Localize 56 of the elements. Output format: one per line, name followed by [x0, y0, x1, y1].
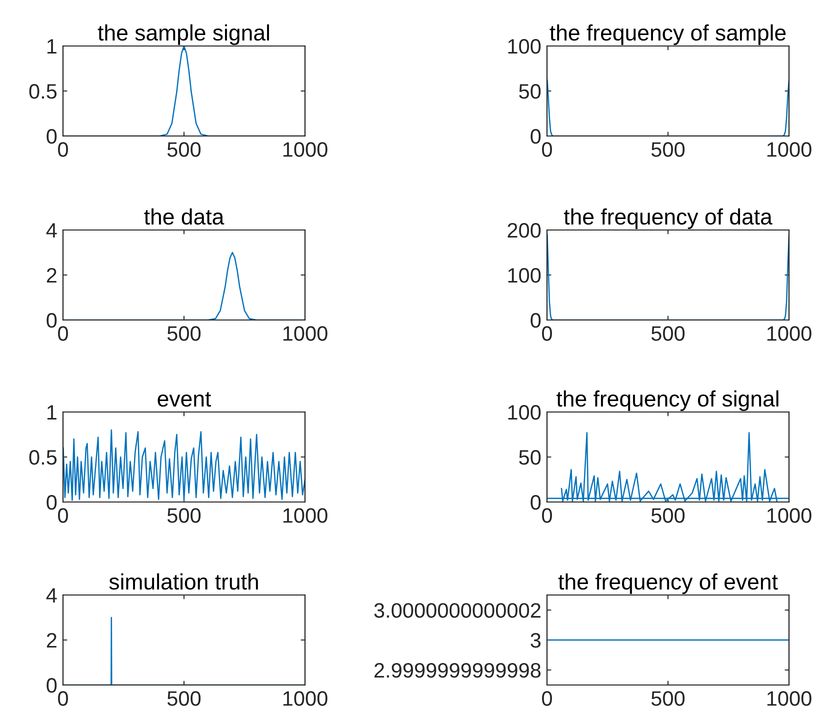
x-tick-label: 500 [651, 142, 685, 157]
x-tick-label: 500 [167, 326, 201, 341]
chart-title: the frequency of event [558, 573, 778, 594]
y-tick-label: 2.9999999999998 [374, 662, 541, 678]
chart-title: the sample signal [98, 24, 269, 46]
x-tick-label: 500 [651, 691, 685, 706]
x-tick-label: 0 [58, 142, 68, 157]
x-tick-label: 1000 [283, 691, 328, 706]
x-tick-label: 1000 [283, 326, 328, 341]
y-tick-label: 0 [530, 495, 541, 510]
x-tick-label: 0 [58, 691, 68, 706]
y-tick-label: 100 [508, 39, 541, 54]
x-tick-label: 0 [542, 691, 552, 706]
y-tick-label: 100 [508, 405, 541, 420]
y-tick-label: 200 [508, 223, 541, 238]
y-tick-label: 0 [46, 495, 57, 510]
chart-title: the frequency of signal [556, 390, 778, 412]
y-tick-label: 0.5 [29, 450, 57, 465]
chart-title: the frequency of sample [550, 24, 786, 46]
y-tick-label: 3.0000000000002 [374, 603, 540, 618]
x-tick-label: 0 [542, 508, 552, 523]
x-tick-label: 1000 [767, 326, 812, 341]
x-tick-label: 1000 [767, 691, 812, 706]
x-tick-label: 500 [651, 326, 685, 341]
chart-title: the frequency of data [564, 208, 772, 230]
x-tick-label: 500 [167, 508, 201, 523]
y-tick-label: 0 [530, 313, 541, 328]
y-tick-label: 50 [519, 450, 541, 465]
y-tick-label: 0.5 [29, 84, 57, 99]
chart-title: event [158, 392, 212, 407]
y-tick-label: 2 [46, 633, 56, 648]
y-tick-label: 0 [46, 313, 57, 328]
y-tick-label: 1 [47, 405, 56, 420]
x-tick-label: 500 [167, 142, 201, 157]
y-tick-label: 1 [47, 39, 56, 54]
y-tick-label: 4 [46, 223, 57, 238]
chart-title: simulation truth [109, 573, 258, 590]
x-tick-label: 0 [542, 326, 552, 341]
x-tick-label: 500 [651, 508, 685, 523]
y-tick-label: 4 [46, 588, 57, 603]
y-tick-label: 100 [508, 268, 541, 283]
y-tick-label: 2 [46, 268, 56, 283]
x-tick-label: 1000 [283, 508, 328, 523]
chart-title: the data [144, 208, 224, 225]
y-tick-label: 0 [530, 129, 541, 144]
x-tick-label: 0 [542, 142, 552, 157]
y-tick-label: 0 [46, 678, 57, 693]
x-tick-label: 1000 [767, 508, 812, 523]
x-tick-label: 0 [58, 508, 68, 523]
x-tick-label: 1000 [283, 142, 328, 157]
y-tick-label: 3 [530, 633, 541, 648]
x-tick-label: 0 [58, 326, 68, 341]
x-tick-label: 500 [167, 691, 201, 706]
x-tick-label: 1000 [767, 142, 812, 157]
y-tick-label: 0 [46, 129, 57, 144]
y-tick-label: 50 [519, 84, 541, 99]
